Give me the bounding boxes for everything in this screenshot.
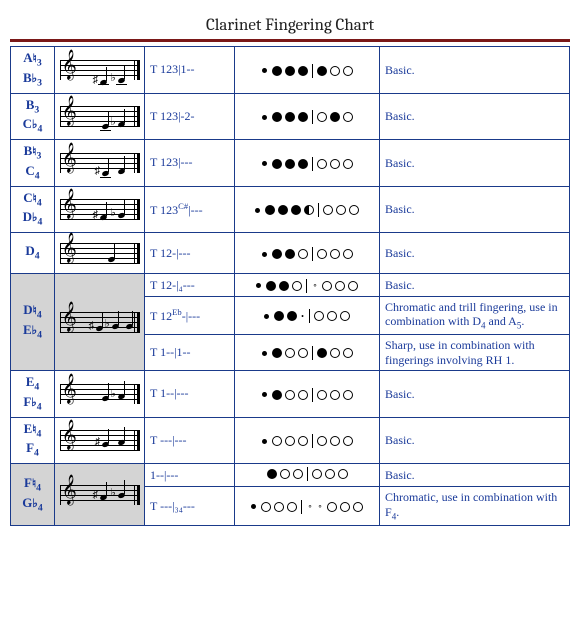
staff-cell: 𝄞♯♭ [55,464,145,526]
description-cell: Chromatic and trill fingering, use in co… [380,296,570,335]
fingering-diagram: ∘ [256,279,357,293]
fingering-diagram [267,467,348,481]
fingering-cell: T 1--|1-- [145,335,235,371]
staff-cell: 𝄞♯ [55,417,145,464]
description-cell: Basic. [380,140,570,187]
diagram-cell: ∘∘ [235,487,380,526]
staff-notation: 𝄞♭ [60,100,140,132]
fingering-diagram [262,434,353,448]
staff-notation: 𝄞 [60,237,140,269]
table-row: B3C♭4𝄞♭T 123|-2- Basic. [11,93,570,140]
note-cell: B♮3C4 [11,140,55,187]
diagram-cell [235,47,380,94]
staff-notation: 𝄞♯♭ [60,193,140,225]
diagram-cell [235,140,380,187]
staff-notation: 𝄞♯ [60,147,140,179]
staff-cell: 𝄞♯♭ [55,47,145,94]
fingering-diagram [262,157,353,171]
staff-notation: 𝄞♭ [60,378,140,410]
diagram-cell [235,93,380,140]
fingering-cell: T 123C#|--- [145,186,235,233]
fingering-diagram [262,346,353,360]
title-rule [10,39,570,42]
note-cell: D4 [11,233,55,274]
staff-notation: 𝄞♯ [60,424,140,456]
note-cell: F♮4G♭4 [11,464,55,526]
table-row: E♮4F4𝄞♯T ---|--- Basic. [11,417,570,464]
fingering-diagram [262,388,353,402]
diagram-cell [235,464,380,487]
note-cell: C♮4D♭4 [11,186,55,233]
description-cell: Chromatic, use in combination with F4. [380,487,570,526]
note-cell: D♮4E♭4 [11,274,55,371]
fingering-cell: T 123|--- [145,140,235,187]
fingering-diagram [255,203,359,217]
table-row: E4F♭4𝄞♭T 1--|--- Basic. [11,371,570,418]
fingering-diagram: ∘∘ [251,500,362,514]
staff-cell: 𝄞♯♭ [55,186,145,233]
staff-cell: 𝄞♯ [55,140,145,187]
note-cell: A♮3B♭3 [11,47,55,94]
fingering-diagram [262,64,353,78]
description-cell: Basic. [380,464,570,487]
diagram-cell: • [235,296,380,335]
fingering-cell: T 12Eb-|--- [145,296,235,335]
description-cell: Basic. [380,274,570,297]
diagram-cell [235,371,380,418]
fingering-diagram: • [264,309,350,323]
page-title: Clarinet Fingering Chart [10,10,570,39]
note-cell: B3C♭4 [11,93,55,140]
fingering-cell: 1--|--- [145,464,235,487]
description-cell: Basic. [380,186,570,233]
staff-cell: 𝄞♭ [55,371,145,418]
fingering-cell: T 12-|--- [145,233,235,274]
staff-notation: 𝄞♯♭ [60,306,140,338]
note-cell: E♮4F4 [11,417,55,464]
diagram-cell [235,335,380,371]
fingering-diagram [262,110,353,124]
table-row: F♮4G♭4𝄞♯♭1--|---Basic. [11,464,570,487]
table-row: A♮3B♭3𝄞♯♭T 123|1-- Basic. [11,47,570,94]
description-cell: Basic. [380,93,570,140]
description-cell: Basic. [380,47,570,94]
fingering-diagram [262,247,353,261]
staff-notation: 𝄞♯♭ [60,479,140,511]
diagram-cell [235,233,380,274]
staff-cell: 𝄞 [55,233,145,274]
fingering-cell: T ---|₃₄--- [145,487,235,526]
fingering-cell: T 12-|₄--- [145,274,235,297]
diagram-cell [235,417,380,464]
fingering-cell: T 123|-2- [145,93,235,140]
description-cell: Basic. [380,417,570,464]
note-cell: E4F♭4 [11,371,55,418]
description-cell: Sharp, use in combination with fingering… [380,335,570,371]
staff-notation: 𝄞♯♭ [60,54,140,86]
diagram-cell: ∘ [235,274,380,297]
description-cell: Basic. [380,371,570,418]
table-row: D♮4E♭4𝄞♯♭T 12-|₄---∘Basic. [11,274,570,297]
fingering-cell: T 1--|--- [145,371,235,418]
table-row: B♮3C4𝄞♯T 123|--- Basic. [11,140,570,187]
table-row: C♮4D♭4𝄞♯♭T 123C#|--- Basic. [11,186,570,233]
fingering-cell: T ---|--- [145,417,235,464]
diagram-cell [235,186,380,233]
table-row: D4𝄞T 12-|--- Basic. [11,233,570,274]
fingering-cell: T 123|1-- [145,47,235,94]
description-cell: Basic. [380,233,570,274]
staff-cell: 𝄞♭ [55,93,145,140]
fingering-table: A♮3B♭3𝄞♯♭T 123|1--Basic.B3C♭4𝄞♭T 123|-2-… [10,46,570,526]
staff-cell: 𝄞♯♭ [55,274,145,371]
